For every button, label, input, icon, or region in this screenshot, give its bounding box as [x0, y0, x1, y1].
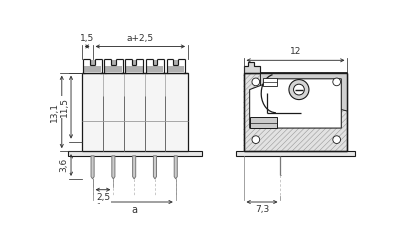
Polygon shape: [260, 73, 348, 111]
Text: 2,5: 2,5: [96, 193, 110, 202]
Polygon shape: [91, 156, 94, 179]
Polygon shape: [250, 79, 341, 128]
Bar: [263, 78, 277, 86]
Bar: [82, 73, 188, 151]
Polygon shape: [105, 60, 122, 72]
Text: 12: 12: [290, 47, 301, 57]
Circle shape: [289, 79, 309, 100]
Text: 1,5: 1,5: [80, 34, 94, 43]
Circle shape: [252, 136, 260, 143]
Circle shape: [294, 84, 304, 95]
Polygon shape: [154, 156, 156, 179]
Bar: [68, 151, 202, 156]
Polygon shape: [174, 156, 177, 179]
Polygon shape: [133, 156, 136, 179]
Text: a+2,5: a+2,5: [127, 34, 154, 43]
Text: 7,3: 7,3: [255, 205, 269, 214]
Text: 13,1: 13,1: [50, 102, 59, 122]
Polygon shape: [126, 60, 143, 72]
Circle shape: [252, 78, 260, 86]
Text: 11,5: 11,5: [60, 97, 69, 117]
Bar: [244, 73, 348, 151]
Bar: [250, 117, 277, 128]
Polygon shape: [146, 60, 164, 72]
Polygon shape: [84, 60, 101, 72]
Polygon shape: [244, 62, 260, 73]
Circle shape: [333, 78, 340, 86]
Bar: [236, 151, 355, 156]
Text: 3,6: 3,6: [60, 158, 69, 172]
Circle shape: [333, 136, 340, 143]
Polygon shape: [167, 60, 184, 72]
Text: a: a: [131, 205, 137, 215]
Polygon shape: [112, 156, 115, 179]
